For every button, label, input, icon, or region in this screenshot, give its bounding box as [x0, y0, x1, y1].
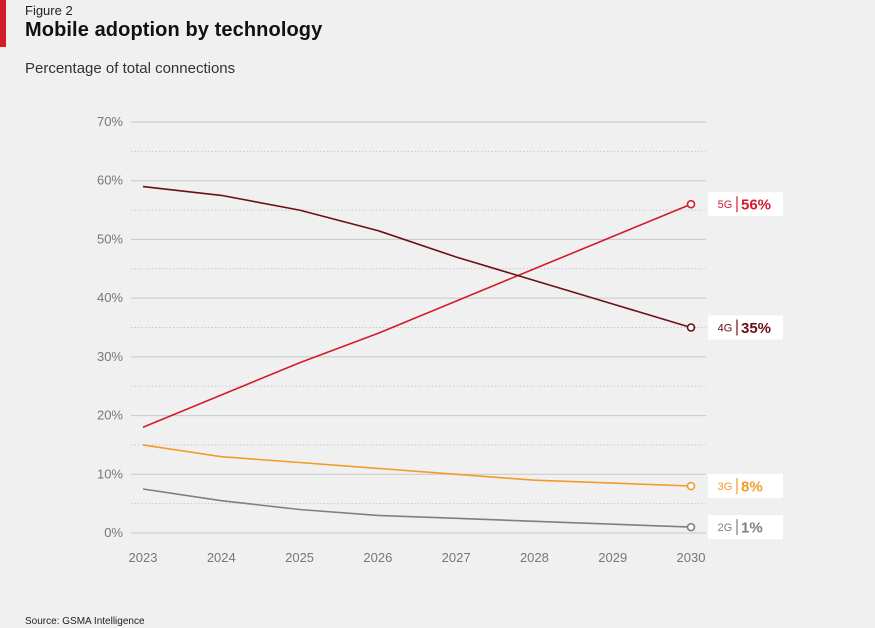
- end-label-tech-5g: 5G: [718, 199, 733, 211]
- end-label-value-4g: 35%: [741, 320, 771, 337]
- y-tick-label: 10%: [97, 466, 123, 481]
- series-endpoint-5g: [686, 199, 696, 209]
- series-endpoint-3g: [686, 481, 696, 491]
- end-label-box-3g: [708, 474, 783, 499]
- y-tick-label: 0%: [104, 525, 123, 540]
- y-tick-label: 60%: [97, 173, 123, 188]
- series-endpoint-2g: [686, 522, 696, 532]
- source-note: Source: GSMA Intelligence: [25, 616, 145, 627]
- x-tick-label: 2026: [363, 550, 392, 565]
- y-tick-label: 50%: [97, 231, 123, 246]
- x-tick-label: 2029: [598, 550, 627, 565]
- series-line-5g: [142, 203, 692, 429]
- end-label-tech-3g: 3G: [718, 481, 733, 493]
- x-tick-label: 2023: [129, 550, 158, 565]
- x-tick-label: 2030: [677, 550, 706, 565]
- end-label-tech-2g: 2G: [718, 522, 733, 534]
- series-line-4g: [142, 185, 692, 329]
- end-label-tech-4g: 4G: [718, 323, 733, 335]
- y-tick-label: 30%: [97, 349, 123, 364]
- end-label-box-2g: [708, 515, 783, 540]
- end-label-value-2g: 1%: [741, 520, 763, 537]
- y-tick-label: 40%: [97, 290, 123, 305]
- figure-label: Figure 2: [25, 3, 73, 18]
- chart-subtitle: Percentage of total connections: [25, 60, 236, 77]
- chart-title: Mobile adoption by technology: [25, 19, 323, 41]
- x-tick-label: 2027: [442, 550, 471, 565]
- end-label-value-3g: 8%: [741, 479, 763, 496]
- y-tick-label: 70%: [97, 114, 123, 129]
- end-label-box-5g: [708, 192, 783, 217]
- x-tick-label: 2024: [207, 550, 236, 565]
- title-accent-bar: [0, 0, 6, 47]
- y-tick-label: 20%: [97, 408, 123, 423]
- series-endpoint-4g: [686, 323, 696, 332]
- end-label-box-4g: [708, 315, 783, 340]
- end-label-value-5g: 56%: [741, 197, 771, 214]
- x-tick-label: 2025: [285, 550, 314, 565]
- x-tick-label: 2028: [520, 550, 549, 565]
- series-line-3g: [142, 444, 692, 487]
- series-line-2g: [142, 488, 692, 528]
